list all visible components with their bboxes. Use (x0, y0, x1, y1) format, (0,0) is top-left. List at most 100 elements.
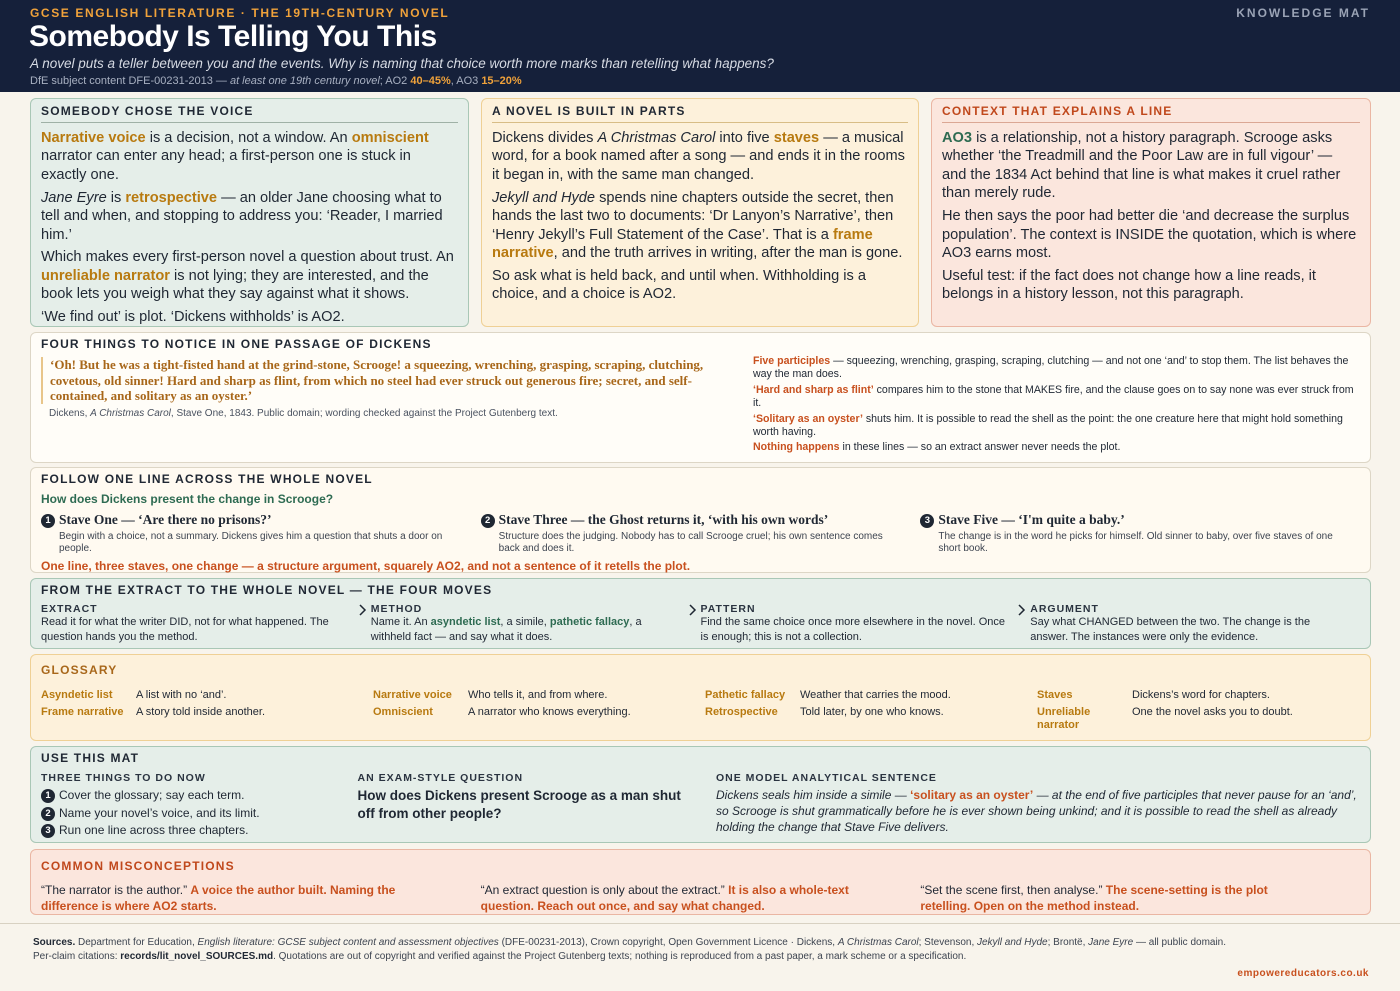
sub-heading: AN EXAM-STYLE QUESTION (357, 772, 524, 784)
question: How does Dickens present the change in S… (41, 492, 334, 506)
claim: “An extract question is only about the e… (480, 883, 725, 897)
section-heading: USE THIS MAT (41, 751, 140, 765)
paragraph: So ask what is held back, and until when… (492, 267, 908, 304)
step-title: Stave Five — ‘I'm quite a baby.’ (938, 512, 1125, 527)
step-heading: 1 Stave One — ‘Are there no prisons?’ (41, 511, 463, 529)
text-run: in these lines — so an extract answer ne… (839, 441, 1121, 454)
glossary-item: Omniscient A narrator who knows everythin… (373, 706, 705, 723)
correction: The scene-setting is the plot retelling.… (920, 883, 1268, 913)
definition: A list with no ‘and’. (136, 689, 227, 701)
item-number: 1 (41, 789, 55, 803)
text-run: Dickens divides (492, 130, 598, 146)
emphasis: Narrative voice (41, 130, 146, 146)
misconceptions-box: COMMON MISCONCEPTIONS “The narrator is t… (30, 849, 1371, 915)
sub-heading: ONE MODEL ANALYTICAL SENTENCE (716, 772, 937, 784)
parts-card: A NOVEL IS BUILT IN PARTS Dickens divide… (481, 98, 919, 327)
step-text: Begin with a choice, not a summary. Dick… (59, 531, 443, 554)
text-run: compares him to the stone that MAKES fir… (753, 383, 1354, 410)
item-text: Cover the glossary; say each term. (59, 788, 245, 802)
badge: KNOWLEDGE MAT (1236, 6, 1370, 20)
title: Somebody Is Telling You This (29, 20, 437, 53)
text-run: ; AO2 (379, 75, 411, 87)
italic: A Christmas Carol (597, 130, 716, 146)
emphasis: retrospective (125, 189, 218, 206)
move-label: ARGUMENT (1030, 603, 1099, 615)
paragraphs: Narrative voice is a decision, not a win… (41, 129, 458, 327)
term: Unreliable narrator (1037, 706, 1091, 731)
model-text: Dickens seals him inside a simile — ‘sol… (716, 787, 1360, 835)
misconception: “An extract question is only about the e… (481, 882, 921, 914)
text-run: So ask what is held back, and until when… (492, 267, 866, 303)
text-run: , Stave One, 1843. Public domain; wordin… (170, 407, 558, 419)
text-run: is a decision, not a window. An (145, 130, 352, 146)
emphasis: Nothing happens (753, 441, 840, 454)
text-run: Find the same choice once more elsewhere… (700, 616, 1006, 643)
paragraphs: AO3 is a relationship, not a history par… (942, 129, 1360, 304)
sub-heading: THREE THINGS TO DO NOW (41, 772, 206, 784)
move: ARGUMENT Say what CHANGED between the two… (1018, 603, 1360, 645)
text-run: — an older Jane choosing what to tell an… (41, 189, 443, 243)
text-run: is a relationship, not a history paragra… (942, 130, 1341, 202)
paragraph: ‘We find out’ is plot. ‘Dickens withhold… (41, 308, 458, 326)
section-heading: FOUR THINGS TO NOTICE IN ONE PASSAGE OF … (41, 337, 432, 351)
card-heading: CONTEXT THAT EXPLAINS A LINE (942, 104, 1360, 123)
move-text: Name it. An asyndetic list, a simile, pa… (371, 615, 683, 645)
emphasis: AO3 (942, 130, 973, 146)
claim: “Set the scene first, then analyse.” (920, 883, 1103, 897)
emphasis: frame narrative (492, 226, 873, 261)
text-run: Say what CHANGED between the two. The ch… (1030, 616, 1311, 643)
glossary-box: GLOSSARY Asyndetic list A list with no ‘a… (30, 654, 1371, 741)
step-number: 1 (41, 514, 55, 528)
text-run: — all public domain. Per-claim citations… (33, 937, 1227, 962)
text-run: — squeezing, wrenching, grasping, scrapi… (753, 355, 1349, 381)
emphasis: Five participles (753, 355, 831, 367)
step-number: 3 (920, 514, 935, 528)
term: Staves (1037, 689, 1073, 701)
step-heading: 3 Stave Five — ‘I'm quite a baby.’ (920, 511, 1342, 529)
text-run: into five (715, 130, 774, 146)
moves: EXTRACT Read it for what the writer DID, … (41, 603, 1360, 645)
card-heading: SOMEBODY CHOSE THE VOICE (41, 104, 458, 123)
paragraph: Dickens divides A Christmas Carol into f… (492, 129, 908, 184)
term: Omniscient (373, 706, 433, 718)
passage-box: FOUR THINGS TO NOTICE IN ONE PASSAGE OF … (30, 332, 1371, 463)
definition: Who tells it, and from where. (468, 689, 608, 701)
text-run: ‘We find out’ is plot. ‘Dickens withhold… (41, 309, 345, 326)
move-text: Say what CHANGED between the two. The ch… (1030, 615, 1342, 645)
correction: A voice the author built. Naming the dif… (41, 883, 396, 913)
arrow (1018, 604, 1026, 616)
emphasis: ‘Hard and sharp as flint’ (753, 383, 874, 396)
todo: THREE THINGS TO DO NOW 1 Cover the glossa… (41, 772, 358, 840)
section-heading: GLOSSARY (41, 663, 118, 677)
steps: 1 Stave One — ‘Are there no prisons?’ Begi… (41, 511, 1360, 555)
section-heading: FROM THE EXTRACT TO THE WHOLE NOVEL — TH… (41, 583, 493, 597)
text-run: — at the end of five participles that ne… (716, 788, 1357, 834)
text-run: — a musical word, for a book named after… (492, 130, 905, 183)
conclusion: One line, three staves, one change — a s… (41, 559, 691, 573)
move-label: EXTRACT (41, 603, 98, 615)
notes: Five participles — squeezing, wrenching,… (753, 355, 1363, 457)
todo-item: 1 Cover the glossary; say each term. (41, 787, 358, 805)
move: PATTERN Find the same choice once more el… (688, 603, 1031, 645)
emphasis: unreliable narrator (41, 267, 170, 284)
paragraph: Five participles — squeezing, wrenching,… (753, 355, 1363, 382)
arrow (688, 604, 696, 616)
item-number: 2 (41, 806, 55, 821)
glossary-item: Pathetic fallacy Weather that carries the… (705, 689, 1037, 706)
step: 2 Stave Three — the Ghost returns it, ‘wi… (480, 511, 921, 555)
follow-box: FOLLOW ONE LINE ACROSS THE WHOLE NOVEL H… (30, 467, 1371, 573)
emphasis: 40–45% (410, 75, 451, 87)
definition: Told later, by one who knows. (800, 706, 944, 718)
text-run: is not lying; they are interested, and t… (41, 267, 429, 303)
use-box: USE THIS MAT THREE THINGS TO DO NOW 1 Cov… (30, 746, 1371, 843)
paragraphs: Dickens divides A Christmas Carol into f… (492, 129, 908, 304)
misconception: “The narrator is the author.” A voice th… (41, 882, 481, 914)
italic: A Christmas Carol (837, 937, 919, 948)
term: Retrospective (705, 706, 778, 718)
use-columns: THREE THINGS TO DO NOW 1 Cover the glossa… (41, 772, 1360, 840)
section-heading: COMMON MISCONCEPTIONS (41, 859, 235, 873)
sources: Sources. Department for Education, Engli… (33, 936, 1233, 963)
emphasis: Sources. (33, 937, 76, 948)
